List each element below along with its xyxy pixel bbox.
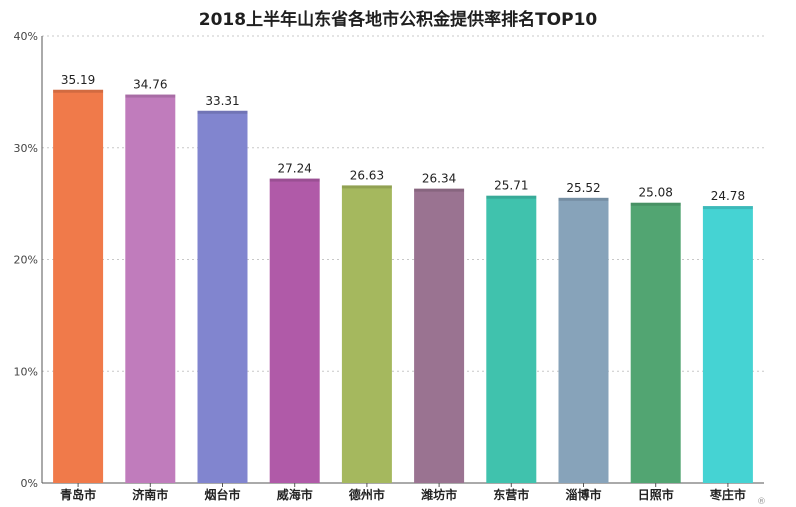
x-tick-label: 济南市 [132, 487, 168, 502]
data-label: 25.08 [639, 186, 673, 200]
y-tick-label: 10% [14, 365, 38, 378]
x-tick-label: 淄博市 [565, 487, 601, 502]
data-label: 26.63 [350, 168, 384, 182]
bar [197, 110, 248, 484]
x-tick-label: 日照市 [638, 487, 674, 502]
registered-mark: ® [757, 497, 766, 507]
bar [558, 197, 609, 483]
x-tick-label: 潍坊市 [420, 487, 457, 502]
bar [630, 202, 681, 483]
x-tick-label: 青岛市 [60, 487, 96, 502]
data-label: 27.24 [278, 162, 312, 176]
bar [125, 94, 176, 483]
bar-cap [269, 178, 320, 182]
data-label: 35.19 [61, 73, 95, 87]
bar-cap [197, 110, 248, 114]
data-label: 25.71 [494, 179, 528, 193]
bar [341, 185, 392, 484]
y-tick-label: 0% [21, 477, 38, 490]
bar-cap [558, 197, 609, 201]
bar [269, 178, 320, 483]
x-tick-label: 烟台市 [204, 487, 240, 502]
bar-cap [125, 94, 176, 98]
bar-cap [414, 188, 465, 192]
y-tick-label: 30% [14, 142, 38, 155]
data-label: 26.34 [422, 172, 456, 186]
bar [414, 188, 465, 483]
bar-cap [53, 89, 104, 93]
x-tick-label: 德州市 [349, 487, 385, 502]
data-label: 25.52 [566, 181, 600, 195]
x-tick-label: 东营市 [493, 487, 529, 502]
bar [53, 89, 104, 484]
y-tick-label: 40% [14, 30, 38, 43]
data-label: 34.76 [133, 78, 167, 92]
bar-cap [630, 202, 681, 206]
chart-title: 2018上半年山东省各地市公积金提供率排名TOP10 [198, 10, 598, 30]
bar-cap [486, 195, 537, 199]
data-label: 33.31 [205, 94, 239, 108]
y-tick-label: 20% [14, 254, 38, 267]
bar [702, 206, 753, 483]
x-tick-label: 威海市 [277, 487, 313, 502]
data-label: 24.78 [711, 189, 745, 203]
bar [486, 195, 537, 484]
x-tick-label: 枣庄市 [709, 487, 746, 502]
bar-cap [702, 206, 753, 210]
bar-cap [341, 185, 392, 189]
